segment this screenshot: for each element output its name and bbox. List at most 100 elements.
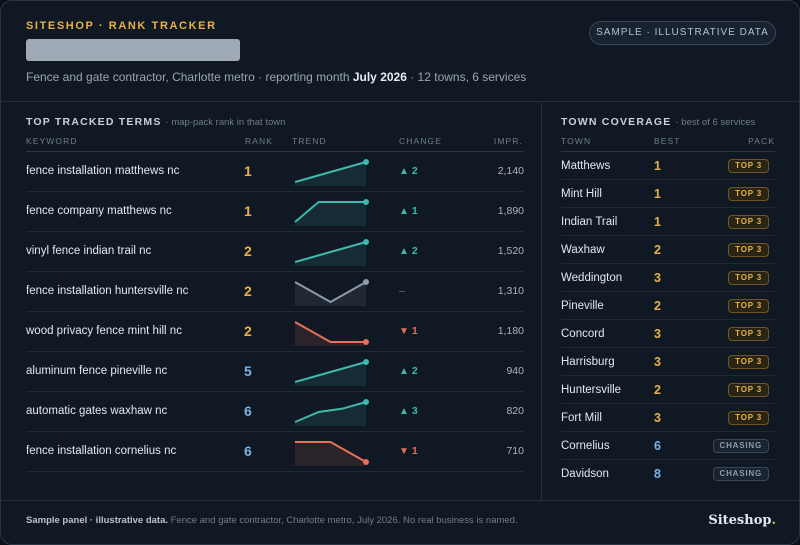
impressions-value: 1,180	[497, 325, 524, 337]
subtitle-context: Fence and gate contractor, Charlotte met…	[26, 70, 353, 84]
trend-line	[294, 161, 367, 183]
town-row: Huntersville 2 TOP 3	[561, 376, 775, 404]
rank-value: 1	[244, 203, 252, 219]
col-keyword: KEYWORD	[26, 136, 78, 146]
town-name: Huntersville	[561, 384, 622, 396]
keyword-text: automatic gates waxhaw nc	[26, 405, 168, 417]
up-arrow-icon: ▲	[399, 246, 409, 257]
town-row: Waxhaw 2 TOP 3	[561, 236, 775, 264]
change-value: ▲ 2	[399, 245, 418, 257]
col-change: CHANGE	[399, 136, 442, 146]
town-row: Fort Mill 3 TOP 3	[561, 404, 775, 432]
change-amount: 1	[411, 445, 418, 457]
rank-value: 6	[244, 403, 252, 419]
best-rank: 2	[654, 243, 661, 257]
trend-line	[294, 321, 366, 343]
redacted-business-name	[26, 39, 240, 61]
terms-header-rule	[26, 151, 524, 152]
rank-value: 2	[244, 283, 252, 299]
coverage-header-rule	[561, 151, 775, 152]
impressions-value: 1,890	[497, 205, 524, 217]
keyword-row: vinyl fence indian trail nc 2 ▲ 2 1,520	[26, 232, 524, 272]
brand-line: SITESHOP · RANK TRACKER	[26, 20, 217, 32]
town-row: Pineville 2 TOP 3	[561, 292, 775, 320]
change-amount: –	[399, 285, 405, 297]
trend-sparkline	[294, 199, 369, 226]
top-terms-section: TOP TRACKED TERMS · map-pack rank in that…	[1, 102, 542, 500]
up-arrow-icon: ▲	[399, 166, 409, 177]
impressions-value: 1,310	[497, 285, 524, 297]
rank-value: 1	[244, 163, 252, 179]
town-name: Fort Mill	[561, 412, 602, 424]
trend-endpoint	[363, 199, 369, 205]
rank-value: 6	[244, 443, 252, 459]
trend-endpoint	[363, 459, 369, 465]
town-name: Davidson	[561, 468, 609, 480]
trend-sparkline	[294, 321, 369, 346]
impressions-value: 710	[506, 445, 524, 457]
top3-badge: TOP 3	[728, 299, 769, 313]
col-best: BEST	[654, 136, 681, 146]
trend-line	[294, 361, 367, 383]
top-terms-note: · map-pack rank in that town	[165, 117, 286, 128]
trend-line	[294, 201, 366, 223]
change-amount: 3	[411, 405, 418, 417]
town-name: Pineville	[561, 300, 604, 312]
keyword-row: aluminum fence pineville nc 5 ▲ 2 940	[26, 352, 524, 392]
trend-endpoint	[363, 239, 369, 245]
town-name: Waxhaw	[561, 244, 605, 256]
impressions-value: 820	[506, 405, 524, 417]
trend-sparkline	[294, 279, 369, 306]
footer-note: Sample panel · illustrative data. Fence …	[26, 515, 518, 526]
change-value: ▲ 3	[399, 405, 418, 417]
top3-badge: TOP 3	[728, 215, 769, 229]
trend-endpoint	[363, 399, 369, 405]
town-coverage-heading: TOWN COVERAGE	[561, 116, 672, 128]
trend-line	[294, 241, 367, 263]
sample-data-badge: SAMPLE · ILLUSTRATIVE DATA	[589, 21, 776, 45]
report-subtitle: Fence and gate contractor, Charlotte met…	[26, 70, 526, 84]
keyword-row: fence installation matthews nc 1 ▲ 2 2,140	[26, 152, 524, 192]
keyword-text: aluminum fence pineville nc	[26, 365, 168, 377]
town-coverage-title: TOWN COVERAGE · best of 6 services	[561, 116, 755, 128]
rank-value: 5	[244, 363, 252, 379]
col-impressions: IMPR.	[493, 136, 523, 146]
change-value: ▼ 1	[399, 325, 418, 337]
top3-badge: TOP 3	[728, 243, 769, 257]
best-rank: 1	[654, 159, 661, 173]
keyword-text: fence installation matthews nc	[26, 165, 180, 177]
change-amount: 1	[411, 205, 418, 217]
chasing-badge: CHASING	[712, 439, 769, 453]
impressions-value: 1,520	[497, 245, 524, 257]
up-arrow-icon: ▲	[399, 206, 409, 217]
best-rank: 1	[654, 187, 661, 201]
trend-area	[295, 322, 366, 346]
town-row: Davidson 8 CHASING	[561, 460, 775, 488]
down-arrow-icon: ▼	[399, 326, 409, 337]
best-rank: 6	[654, 439, 661, 453]
rank-value: 2	[244, 323, 252, 339]
top3-badge: TOP 3	[728, 271, 769, 285]
keyword-text: wood privacy fence mint hill nc	[26, 325, 182, 337]
town-coverage-section: TOWN COVERAGE · best of 6 services TOWN B…	[543, 102, 799, 500]
change-value: ▲ 2	[399, 165, 418, 177]
town-name: Matthews	[561, 160, 611, 172]
best-rank: 2	[654, 383, 661, 397]
best-rank: 3	[654, 355, 661, 369]
trend-sparkline	[295, 441, 369, 466]
trend-sparkline	[294, 239, 369, 266]
change-amount: 1	[411, 325, 418, 337]
trend-area	[295, 442, 366, 466]
subtitle-scope: · 12 towns, 6 services	[406, 70, 527, 84]
trend-line	[294, 401, 367, 423]
change-value: –	[399, 285, 405, 297]
best-rank: 2	[654, 299, 661, 313]
change-value: ▲ 1	[399, 205, 418, 217]
best-rank: 1	[654, 215, 661, 229]
keyword-row: fence company matthews nc 1 ▲ 1 1,890	[26, 192, 524, 232]
town-name: Cornelius	[561, 440, 610, 452]
top3-badge: TOP 3	[728, 187, 769, 201]
keyword-text: fence installation cornelius nc	[26, 445, 177, 457]
best-rank: 3	[654, 327, 661, 341]
keyword-text: fence installation huntersville nc	[26, 285, 189, 297]
